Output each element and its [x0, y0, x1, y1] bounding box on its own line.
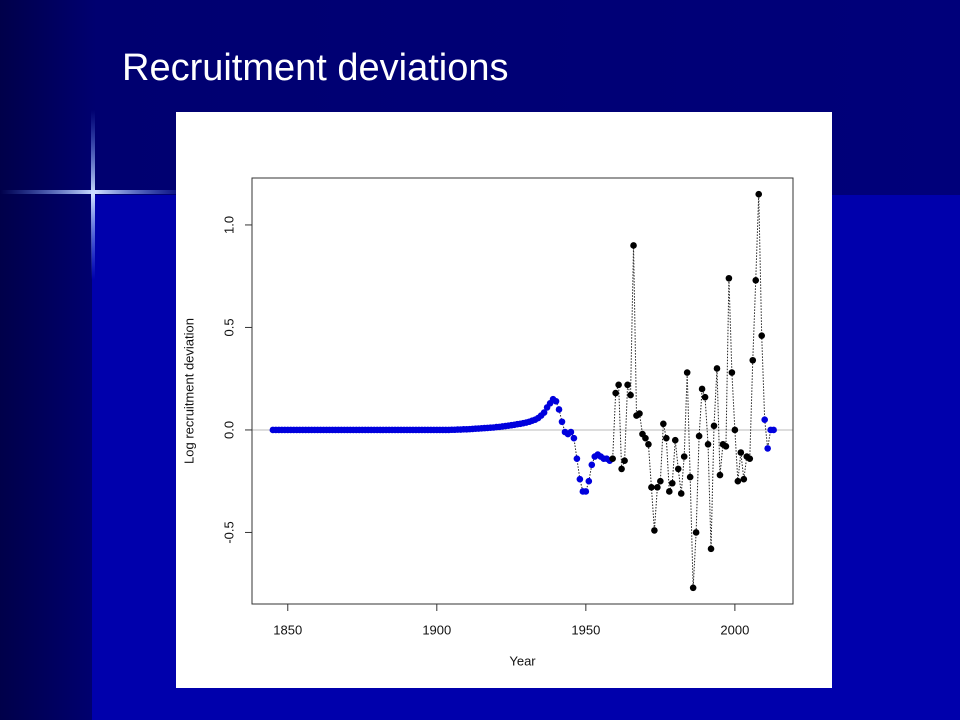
point [680, 453, 688, 460]
point [588, 461, 596, 469]
plot: 1850 1900 1950 2000 -0.5 0.0 0.5 1.0 Year Log rec… [181, 177, 794, 668]
point [701, 393, 709, 401]
point [689, 584, 697, 592]
point [648, 484, 655, 491]
point [671, 436, 679, 444]
flare [91, 110, 95, 280]
point [674, 465, 682, 473]
point [573, 455, 581, 462]
point [627, 391, 634, 399]
point [555, 406, 563, 413]
point [731, 426, 739, 434]
point [677, 490, 685, 497]
chart-panel [176, 112, 832, 688]
point [746, 455, 754, 462]
point [698, 385, 706, 393]
y-axis-label: Log recruitment deviation [181, 318, 196, 464]
point [660, 420, 667, 428]
y-tick-label: -0.5 [221, 521, 236, 543]
point [710, 422, 718, 430]
y-tick-label: 0.5 [221, 318, 236, 336]
point [704, 441, 712, 448]
point [713, 365, 721, 372]
point [570, 434, 578, 442]
point [612, 389, 619, 397]
point [645, 441, 652, 448]
point [695, 432, 703, 440]
point [761, 416, 768, 424]
point [618, 465, 625, 473]
x-tick-label: 1900 [422, 622, 451, 637]
point [755, 190, 763, 198]
point [683, 369, 691, 376]
point [770, 426, 777, 434]
point [558, 418, 566, 426]
y-tick-label: 1.0 [221, 216, 236, 234]
point [668, 479, 676, 487]
point [585, 477, 593, 485]
point [642, 434, 649, 442]
point [567, 428, 575, 436]
point [692, 529, 700, 536]
point [686, 473, 694, 481]
point [728, 369, 736, 376]
point [609, 455, 616, 462]
point [621, 457, 628, 465]
point [540, 409, 548, 416]
point [722, 443, 730, 450]
point [615, 381, 622, 389]
y-tick-label: 0.0 [221, 421, 236, 439]
point [758, 332, 766, 339]
point [707, 545, 715, 553]
point [576, 475, 584, 483]
point [725, 274, 733, 282]
point [657, 477, 664, 485]
x-tick-label: 1950 [571, 622, 600, 637]
plot-frame [251, 177, 794, 605]
point [734, 477, 742, 485]
point [552, 397, 560, 405]
point [764, 445, 771, 452]
point [663, 434, 670, 442]
point [654, 484, 661, 491]
point [752, 276, 760, 284]
point [651, 527, 658, 534]
point [740, 475, 748, 483]
point [737, 449, 745, 456]
point [582, 488, 590, 495]
point [624, 381, 631, 389]
point [630, 242, 637, 249]
slide-title: Recruitment deviations [122, 47, 509, 89]
point [749, 356, 757, 364]
x-tick-label: 2000 [720, 622, 749, 637]
point [716, 471, 724, 479]
point [666, 488, 673, 495]
x-axis-label: Year [509, 653, 536, 668]
x-tick-label: 1850 [273, 622, 302, 637]
point [636, 410, 643, 417]
